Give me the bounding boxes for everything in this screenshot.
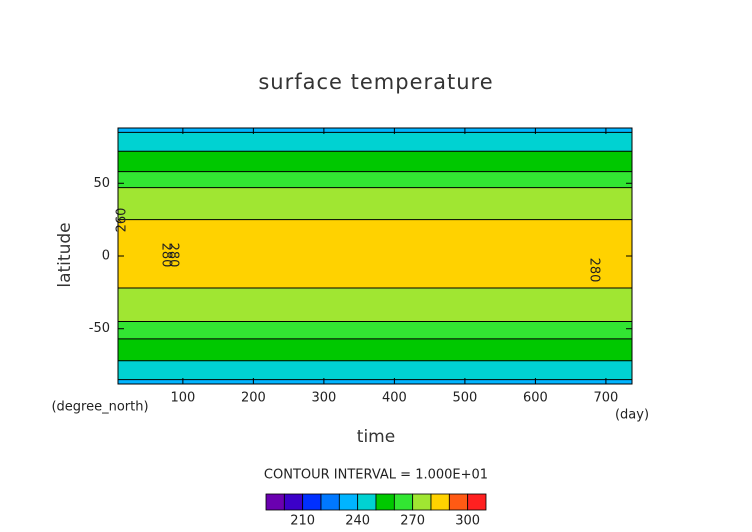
colorbar-box xyxy=(320,493,340,511)
contour-label: 280 xyxy=(159,243,174,268)
x-tick-label: 300 xyxy=(311,391,336,406)
y-tick-label: -50 xyxy=(89,321,110,336)
colorbar-label: 240 xyxy=(345,514,370,529)
colorbar-box xyxy=(467,493,487,511)
x-tick-label: 400 xyxy=(382,391,407,406)
colorbar-box xyxy=(338,493,359,511)
colorbar-box xyxy=(412,493,432,511)
x-tick-label: 100 xyxy=(170,391,195,406)
y-axis-label: latitude xyxy=(55,222,75,287)
y-unit: (degree_north) xyxy=(51,400,148,415)
chart-title: surface temperature xyxy=(258,70,493,94)
y-tick-label: 0 xyxy=(102,249,110,264)
colorbar-box xyxy=(357,493,377,511)
x-tick-label: 200 xyxy=(241,391,266,406)
x-tick-label: 500 xyxy=(452,391,477,406)
colorbar-box xyxy=(448,493,469,511)
colorbar-label: 300 xyxy=(455,514,480,529)
y-tick-label: 50 xyxy=(93,176,110,191)
contour-label: 280 xyxy=(587,258,602,283)
colorbar-box xyxy=(393,493,414,511)
colorbar-box xyxy=(265,493,285,511)
colorbar-box xyxy=(375,493,395,511)
contour-label: 280 xyxy=(166,243,181,268)
colorbar-box xyxy=(430,493,450,511)
contour-interval: CONTOUR INTERVAL = 1.000E+01 xyxy=(264,468,488,483)
colorbar-box xyxy=(283,493,304,511)
x-tick-label: 600 xyxy=(523,391,548,406)
colorbar-box xyxy=(302,493,322,511)
x-tick-label: 700 xyxy=(593,391,618,406)
colorbar-label: 210 xyxy=(290,514,315,529)
x-axis-label: time xyxy=(357,427,395,447)
contour-label: 260 xyxy=(115,208,130,233)
contour-band xyxy=(118,219,632,288)
x-unit: (day) xyxy=(615,408,649,423)
colorbar-label: 270 xyxy=(400,514,425,529)
